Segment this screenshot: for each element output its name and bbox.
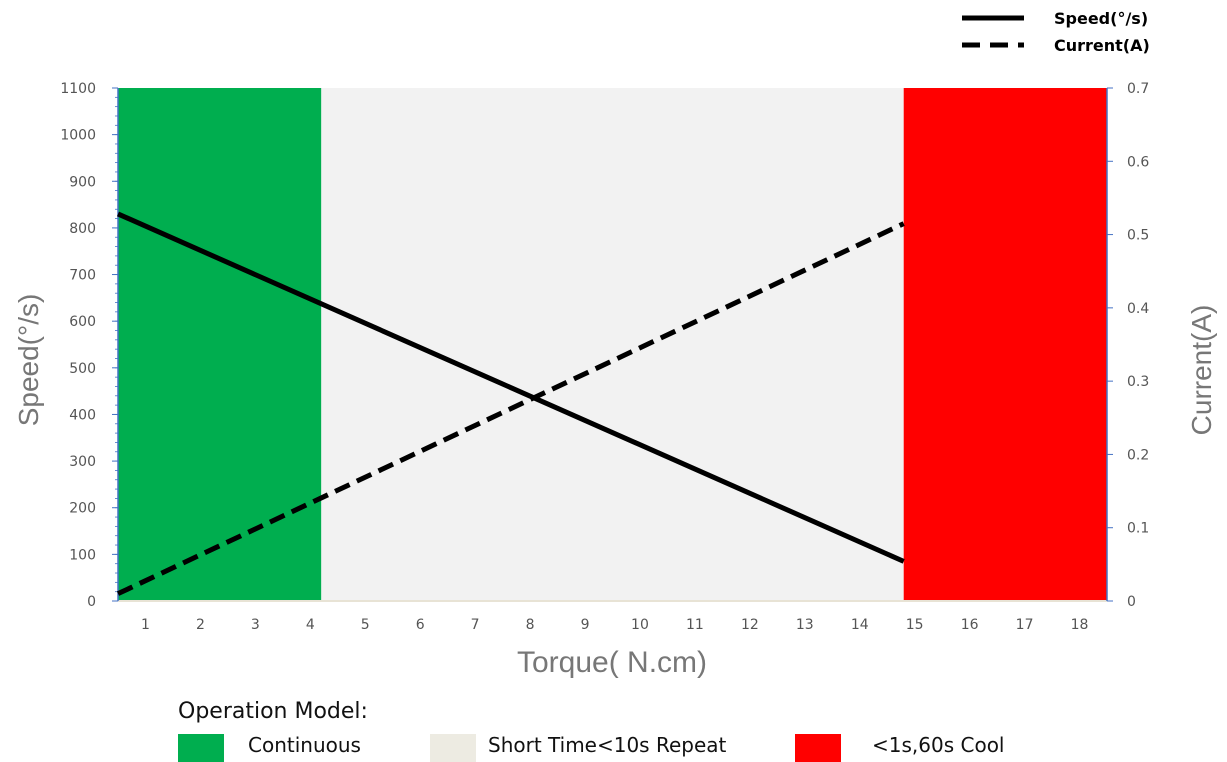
- legend-swatch-0: [178, 734, 224, 762]
- legend-label-1: Short Time<10s Repeat: [488, 733, 727, 757]
- x-tick-label: 13: [796, 617, 814, 633]
- legend-swatch-1: [430, 734, 476, 762]
- legend-speed-label: Speed(°/s): [1054, 9, 1148, 28]
- x-tick-label: 2: [196, 617, 205, 633]
- legend-label-0: Continuous: [248, 733, 361, 757]
- left-y-axis-title: Speed(°/s): [13, 294, 44, 427]
- legend-current-label: Current(A): [1054, 36, 1150, 55]
- right-y-tick-label: 0.3: [1127, 374, 1149, 390]
- right-y-axis-title: Current(A): [1186, 305, 1217, 436]
- left-y-tick-label: 1100: [60, 81, 96, 97]
- x-tick-label: 14: [851, 617, 869, 633]
- x-tick-label: 12: [741, 617, 759, 633]
- x-tick-label: 4: [306, 617, 315, 633]
- right-y-tick-label: 0.6: [1127, 154, 1149, 170]
- x-tick-label: 1: [141, 617, 150, 633]
- x-tick-label: 16: [961, 617, 979, 633]
- x-tick-label: 17: [1016, 617, 1034, 633]
- right-y-tick-label: 0.2: [1127, 447, 1149, 463]
- left-y-tick-label: 600: [69, 314, 96, 330]
- left-y-tick-label: 700: [69, 268, 96, 284]
- x-tick-label: 9: [581, 617, 590, 633]
- x-tick-label: 3: [251, 617, 260, 633]
- legend-swatch-2: [795, 734, 841, 762]
- right-y-tick-label: 0.5: [1127, 228, 1149, 244]
- right-y-tick-label: 0.4: [1127, 301, 1149, 317]
- left-y-tick-label: 500: [69, 361, 96, 377]
- left-y-tick-label: 200: [69, 501, 96, 517]
- left-y-tick-label: 400: [69, 407, 96, 423]
- x-tick-label: 6: [416, 617, 425, 633]
- series-line-current: [116, 221, 905, 596]
- left-y-tick-label: 0: [87, 594, 96, 610]
- x-axis-title: Torque( N.cm): [517, 646, 707, 679]
- x-tick-label: 10: [631, 617, 649, 633]
- right-y-tick-label: 0: [1127, 594, 1136, 610]
- right-y-tick-label: 0.1: [1127, 521, 1149, 537]
- left-y-tick-label: 800: [69, 221, 96, 237]
- region-band-0: [118, 88, 322, 601]
- x-tick-label: 15: [906, 617, 924, 633]
- left-y-tick-label: 900: [69, 174, 96, 190]
- left-y-tick-label: 300: [69, 454, 96, 470]
- left-y-tick-label: 100: [69, 547, 96, 563]
- x-tick-label: 7: [471, 617, 480, 633]
- x-tick-label: 5: [361, 617, 370, 633]
- legend-heading: Operation Model:: [178, 699, 368, 724]
- right-y-tick-label: 0.7: [1127, 81, 1149, 97]
- x-tick-label: 11: [686, 617, 704, 633]
- legend-label-2: <1s,60s Cool: [872, 733, 1004, 757]
- left-y-tick-label: 1000: [60, 128, 96, 144]
- x-tick-label: 18: [1071, 617, 1089, 633]
- series-line-speed: [116, 211, 905, 564]
- region-band-2: [903, 88, 1107, 601]
- x-tick-label: 8: [526, 617, 535, 633]
